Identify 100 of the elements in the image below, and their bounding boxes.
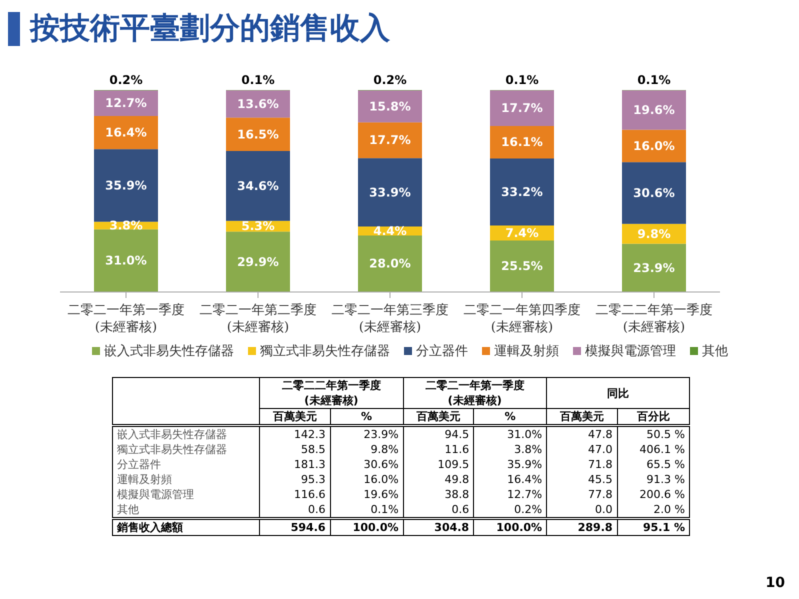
data-label: 15.8% <box>369 99 411 114</box>
data-label: 31.0% <box>105 254 147 268</box>
category-label: 獨立式非易失性存儲器 <box>117 443 227 456</box>
data-label: 29.9% <box>237 254 279 269</box>
text: 65.5 % <box>646 458 685 471</box>
legend-label: 模擬與電源管理 <box>584 343 676 360</box>
text: 31.0% <box>507 428 542 441</box>
bar <box>94 229 158 292</box>
bar <box>358 235 422 292</box>
category-label: % <box>474 408 547 426</box>
text: 49.8 <box>444 473 470 486</box>
category-label: % <box>330 408 404 426</box>
text: 304.8 <box>434 521 470 534</box>
text: 142.3 <box>294 428 326 441</box>
text: 47.8 <box>588 428 613 441</box>
data-label: 35.9% <box>105 178 147 192</box>
text: 58.5 <box>301 443 326 456</box>
data-label: 0.1% <box>505 73 539 87</box>
data-label: 4.4% <box>373 224 407 238</box>
category-label: 百萬美元 <box>546 408 618 426</box>
bar <box>490 90 554 126</box>
data-label: 16.0% <box>633 138 675 153</box>
bar <box>226 151 290 221</box>
text: 594.6 <box>290 521 326 534</box>
bar <box>622 244 686 292</box>
bar <box>358 90 422 122</box>
data-label: 16.5% <box>237 127 279 142</box>
text: 95.3 <box>301 473 326 486</box>
category-label: 百分比 <box>617 408 690 426</box>
text: 100.0% <box>352 521 399 534</box>
bar <box>490 240 554 292</box>
data-label: 12.7% <box>105 96 147 110</box>
text: 181.3 <box>294 458 326 471</box>
data-label: 0.1% <box>241 73 275 87</box>
text: 二零二一年第一季度 (未經審核) <box>403 378 547 408</box>
text: 289.8 <box>578 521 613 534</box>
text: 406.1 % <box>640 443 685 456</box>
data-label: 5.3% <box>241 219 275 234</box>
x-tick-label: 二零二一年第三季度 (未經審核) <box>332 302 448 335</box>
x-tick-label: 二零二一年第一季度 (未經審核) <box>68 302 184 335</box>
chart-title: 按技術平臺劃分的銷售收入 <box>30 10 390 48</box>
bar <box>94 116 158 150</box>
text: 0.6 <box>308 503 326 516</box>
bar <box>358 158 422 227</box>
data-label: 0.2% <box>373 73 407 87</box>
text: 0.2% <box>514 503 542 516</box>
text: 45.5 <box>588 473 613 486</box>
data-label: 0.2% <box>109 73 143 87</box>
data-label: 3.8% <box>109 218 143 233</box>
legend-label: 嵌入式非易失性存儲器 <box>103 343 234 360</box>
text: 50.5 % <box>646 428 685 441</box>
legend-label: 獨立式非易失性存儲器 <box>259 343 390 360</box>
text: 38.8 <box>444 488 470 501</box>
data-label: 34.6% <box>237 178 279 193</box>
data-label: 25.5% <box>501 259 543 274</box>
legend-label: 分立器件 <box>415 343 468 360</box>
text: 2.0 % <box>654 503 685 516</box>
data-label: 7.4% <box>505 226 539 240</box>
category-label: 模擬與電源管理 <box>117 488 194 501</box>
text: 10 <box>766 575 785 591</box>
text: 35.9% <box>507 458 542 471</box>
data-label: 19.6% <box>633 103 675 117</box>
legend-label: 運輯及射頻 <box>493 343 559 360</box>
data-label: 17.7% <box>501 101 543 116</box>
text: 16.4% <box>507 473 542 486</box>
bar <box>94 90 158 116</box>
x-tick-label: 二零二一年第四季度 (未經審核) <box>464 302 580 335</box>
text: 23.9% <box>364 428 399 441</box>
bar <box>622 90 686 130</box>
data-label: 13.6% <box>237 96 279 111</box>
text: 9.8% <box>370 443 399 456</box>
category-label: 其他 <box>117 503 139 516</box>
category-label: 嵌入式非易失性存儲器 <box>117 428 227 441</box>
data-label: 23.9% <box>633 260 675 275</box>
text: 95.1 % <box>643 521 685 534</box>
text: 77.8 <box>588 488 613 501</box>
text: 19.6% <box>364 488 399 501</box>
text: 100.0% <box>496 521 542 534</box>
data-label: 33.2% <box>501 185 543 200</box>
bar <box>94 149 158 222</box>
bar <box>226 90 290 118</box>
text: 同比 <box>546 378 690 408</box>
bar <box>490 158 554 226</box>
x-tick-label: 二零二二年第一季度 (未經審核) <box>596 302 712 335</box>
text: 30.6% <box>364 458 399 471</box>
data-label: 16.1% <box>501 135 543 150</box>
text: 二零二二年第一季度 (未經審核) <box>260 378 404 408</box>
data-label: 30.6% <box>633 186 675 200</box>
text: 11.6 <box>444 443 470 456</box>
bar <box>358 122 422 158</box>
category-label: 百萬美元 <box>403 408 474 426</box>
category-label: 運輯及射頻 <box>117 473 172 486</box>
category-label: 銷售收入總額 <box>117 521 183 534</box>
data-label: 16.4% <box>105 126 147 140</box>
text: 16.0% <box>364 473 399 486</box>
text: 0.0 <box>595 503 613 516</box>
text: 200.6 % <box>640 488 685 501</box>
data-label: 28.0% <box>369 256 411 271</box>
text: 94.5 <box>444 428 470 441</box>
category-label: 分立器件 <box>117 458 161 471</box>
